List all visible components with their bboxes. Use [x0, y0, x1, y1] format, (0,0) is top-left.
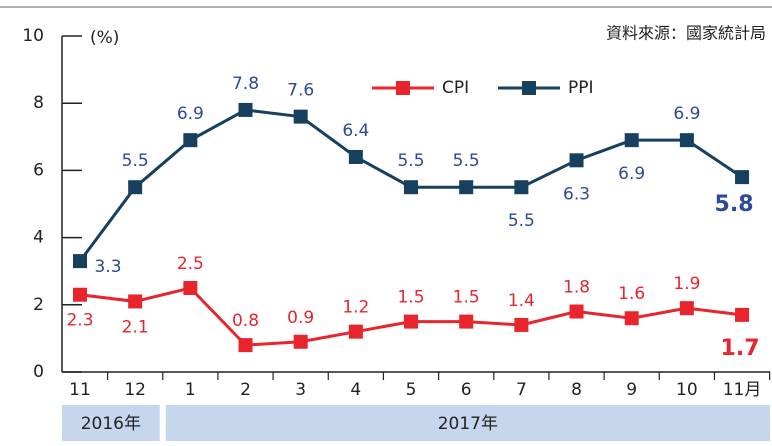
- marker: [128, 180, 143, 195]
- marker: [514, 180, 529, 195]
- x-tick-label: 3: [295, 380, 306, 400]
- x-tick-label: 11月: [723, 380, 762, 400]
- value-label: 0.8: [232, 311, 259, 331]
- year-label: 2017年: [438, 414, 498, 434]
- x-tick-label: 9: [626, 380, 637, 400]
- x-tick-label: 11: [69, 380, 91, 400]
- marker: [569, 153, 584, 168]
- marker: [679, 133, 694, 148]
- y-axis-label: (%): [90, 28, 119, 48]
- x-tick-label: 7: [516, 380, 527, 400]
- marker: [459, 180, 474, 195]
- y-tick-label: 0: [33, 362, 44, 382]
- value-label: 7.6: [287, 81, 314, 101]
- value-label: 6.9: [618, 164, 645, 184]
- x-tick-label: 12: [124, 380, 146, 400]
- marker: [348, 149, 363, 164]
- marker: [735, 170, 750, 185]
- marker: [404, 180, 419, 195]
- value-label: 1.4: [508, 291, 535, 311]
- x-tick-label: 8: [571, 380, 582, 400]
- marker: [73, 254, 87, 269]
- year-band: [165, 405, 770, 441]
- marker: [514, 317, 529, 332]
- y-tick-label: 4: [33, 228, 44, 248]
- value-label: 1.8: [563, 278, 590, 298]
- value-label: 1.2: [342, 298, 369, 318]
- x-tick-label: 10: [676, 380, 698, 400]
- y-tick-label: 8: [33, 93, 44, 113]
- marker: [624, 311, 639, 326]
- marker: [404, 314, 419, 329]
- y-tick-label: 2: [33, 295, 44, 315]
- y-tick-label: 6: [33, 160, 44, 180]
- value-label: 7.8: [232, 74, 259, 94]
- marker: [293, 109, 308, 124]
- x-tick-label: 2: [240, 380, 251, 400]
- value-label: 6.3: [563, 184, 590, 204]
- marker: [624, 133, 639, 148]
- marker: [238, 102, 253, 117]
- value-label: 1.7: [721, 336, 760, 361]
- x-tick-label: 1: [185, 380, 196, 400]
- legend-marker: [522, 81, 536, 95]
- value-label: 1.9: [673, 274, 700, 294]
- year-band: [62, 405, 160, 441]
- marker: [569, 304, 584, 319]
- x-tick-label: 4: [350, 380, 361, 400]
- value-label: 2.3: [66, 311, 93, 331]
- source: 資料來源：國家統計局: [606, 24, 766, 43]
- value-label: 6.4: [342, 121, 369, 141]
- value-label: 6.9: [177, 104, 204, 124]
- marker: [459, 314, 474, 329]
- legend-label: PPI: [568, 78, 594, 98]
- y-tick-label: 10: [22, 26, 44, 46]
- legend-label: CPI: [442, 78, 469, 98]
- value-label: 5.5: [397, 151, 424, 171]
- value-label: 3.3: [94, 257, 121, 277]
- value-label: 2.1: [122, 317, 149, 337]
- marker: [73, 287, 87, 302]
- marker: [183, 133, 198, 148]
- marker: [735, 307, 750, 322]
- x-tick-label: 5: [406, 380, 417, 400]
- value-label: 5.8: [715, 192, 754, 217]
- marker: [348, 324, 363, 339]
- marker: [238, 338, 253, 353]
- legend-marker: [396, 81, 410, 95]
- value-label: 5.5: [122, 151, 149, 171]
- marker: [183, 281, 198, 295]
- value-label: 6.9: [673, 104, 700, 124]
- year-label: 2016年: [81, 414, 141, 434]
- value-label: 2.5: [177, 254, 204, 274]
- marker: [128, 294, 143, 309]
- value-label: 0.9: [287, 308, 314, 328]
- marker: [293, 334, 308, 349]
- value-label: 5.5: [453, 151, 480, 171]
- value-label: 1.5: [453, 288, 480, 308]
- marker: [679, 301, 694, 316]
- value-label: 5.5: [508, 211, 535, 231]
- value-label: 1.6: [618, 284, 645, 304]
- value-label: 1.5: [397, 288, 424, 308]
- x-tick-label: 6: [461, 380, 472, 400]
